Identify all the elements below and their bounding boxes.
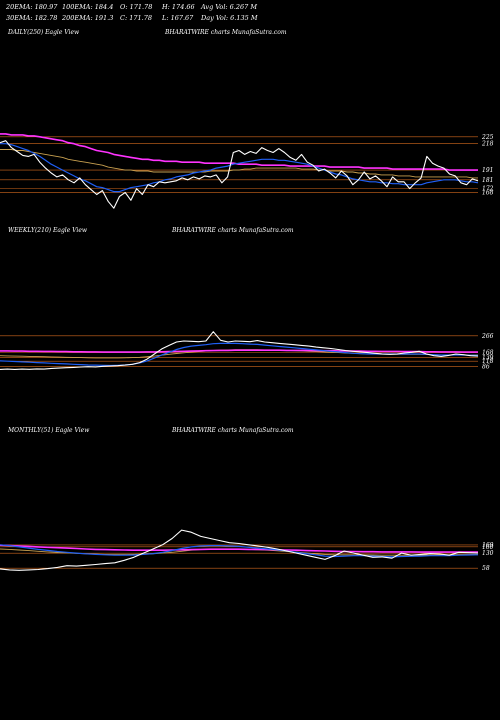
weekly-level-label: 168 — [482, 350, 494, 357]
monthly-level-label: 130 — [482, 550, 494, 557]
daily-ema-mid-line — [0, 149, 478, 179]
monthly-level-label: 169 — [482, 542, 494, 549]
monthly-level-label: 160 — [482, 544, 494, 551]
header-close: C: 171.78 — [120, 14, 152, 22]
monthly-price-line — [0, 529, 479, 571]
daily-level-label: 218 — [481, 141, 494, 148]
header-ema100: 100EMA: 184.4 — [62, 3, 114, 11]
daily-panel-source: BHARATWIRE charts MunafaSutra.com — [165, 29, 287, 36]
daily-level-label: 172 — [482, 186, 494, 193]
header-day-vol: Day Vol: 6.135 M — [201, 14, 258, 22]
monthly-panel-title: MONTHLY(51) Eagle View — [8, 427, 90, 434]
weekly-panel-title: WEEKLY(210) Eagle View — [8, 227, 88, 234]
header-ema30: 30EMA: 182.78 — [6, 14, 58, 22]
monthly-ema-200-line — [0, 544, 478, 553]
monthly-ema-short-line — [0, 544, 479, 558]
weekly-ema-200-line — [0, 349, 478, 353]
weekly-panel-source: BHARATWIRE charts MunafaSutra.com — [172, 227, 294, 234]
daily-panel-title: DAILY(250) Eagle View — [8, 29, 80, 36]
monthly-level-label: 58 — [482, 565, 490, 572]
weekly-price-line — [0, 331, 479, 370]
daily-level-label: 225 — [481, 134, 494, 141]
header-open: O: 171.78 — [120, 3, 153, 11]
daily-ema-200-line — [0, 133, 478, 171]
weekly-level-label: 139 — [482, 355, 494, 362]
monthly-panel-source: BHARATWIRE charts MunafaSutra.com — [172, 427, 294, 434]
header-low: L: 167.67 — [162, 14, 194, 22]
daily-ema-short-line — [0, 143, 479, 193]
weekly-level-label: 86 — [482, 364, 490, 371]
daily-price-line — [0, 140, 479, 209]
daily-level-label: 191 — [482, 167, 493, 174]
header-ema200: 200EMA: 191.3 — [62, 14, 114, 22]
weekly-level-label: 266 — [481, 333, 494, 340]
header-high: H: 174.66 — [162, 3, 195, 11]
header-avg-vol: Avg Vol: 6.267 M — [201, 3, 258, 11]
daily-level-label: 168 — [482, 190, 494, 197]
daily-level-label: 181 — [482, 177, 493, 184]
weekly-level-label: 118 — [482, 358, 494, 365]
header-ema20: 20EMA: 180.97 — [6, 3, 58, 11]
